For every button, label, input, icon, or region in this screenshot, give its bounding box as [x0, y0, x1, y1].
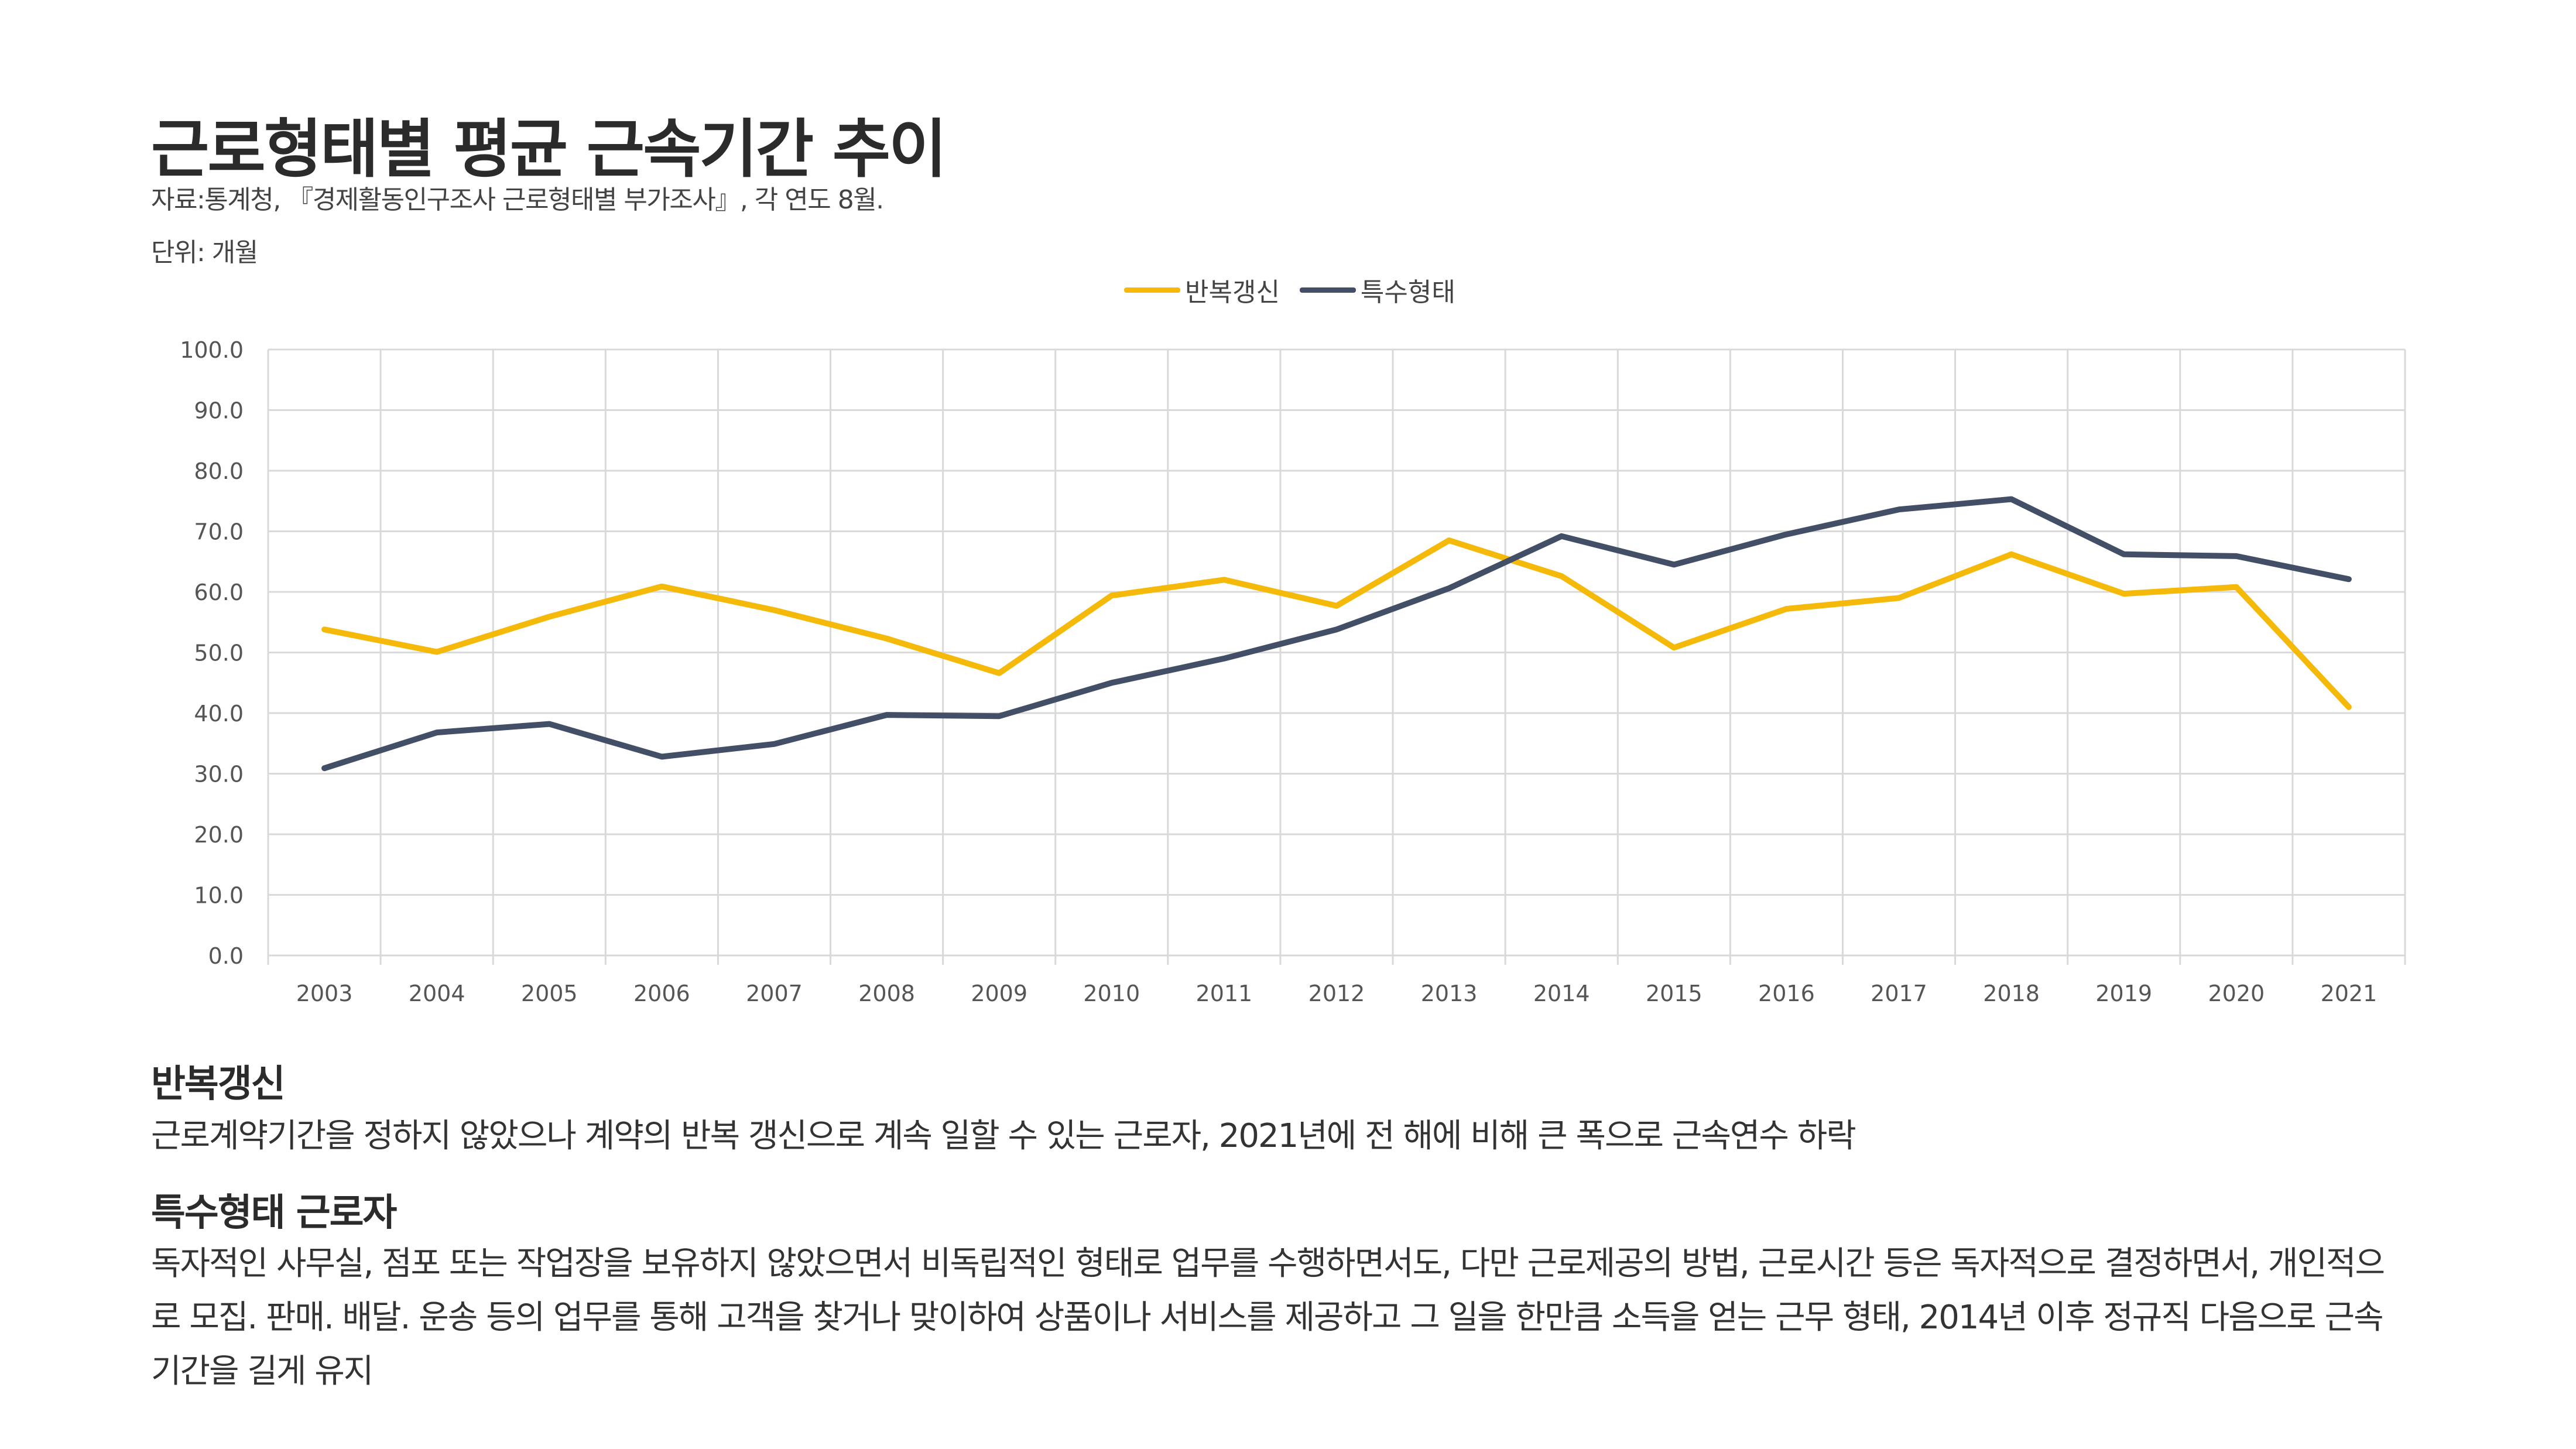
legend-item-series-1: 반복갱신 — [1124, 271, 1280, 309]
section-body-special-type: 독자적인 사무실, 점포 또는 작업장을 보유하지 않았으면서 비독립적인 형태… — [151, 1245, 2385, 1390]
legend-label-series-1: 반복갱신 — [1185, 278, 1280, 307]
series-line-2 — [321, 496, 2352, 772]
x-tick-label: 2007 — [746, 981, 803, 1006]
x-tick-label: 2021 — [2321, 981, 2378, 1006]
x-tick-label: 2010 — [1083, 981, 1140, 1006]
x-tick-label: 2006 — [633, 981, 690, 1006]
section-heading-special-type: 특수형태 근로자 — [151, 1191, 397, 1235]
y-tick-label: 10.0 — [194, 883, 244, 909]
legend-item-series-2: 특수형태 — [1299, 271, 1455, 309]
x-tick-label: 2013 — [1421, 981, 1478, 1006]
y-tick-label: 20.0 — [194, 822, 244, 848]
x-tick-label: 2004 — [409, 981, 465, 1006]
legend-label-series-2: 특수형태 — [1360, 278, 1455, 307]
x-tick-label: 2016 — [1758, 981, 1815, 1006]
legend-swatch-series-2 — [1299, 287, 1356, 293]
x-tick-label: 2009 — [971, 981, 1027, 1006]
y-tick-label: 70.0 — [194, 519, 244, 545]
x-tick-label: 2003 — [296, 981, 353, 1006]
y-tick-label: 40.0 — [194, 701, 244, 727]
section-body-repeat-renewal: 근로계약기간을 정하지 않았으나 계약의 반복 갱신으로 계속 일할 수 있는 … — [151, 1117, 1856, 1155]
chart-legend: 반복갱신 특수형태 — [1124, 272, 1475, 307]
x-tick-label: 2012 — [1308, 981, 1365, 1006]
section-heading-repeat-renewal: 반복갱신 — [151, 1063, 286, 1106]
x-tick-label: 2017 — [1871, 981, 1927, 1006]
x-tick-label: 2015 — [1646, 981, 1703, 1006]
legend-swatch-series-1 — [1124, 287, 1180, 293]
source-note: 자료:통계청, 『경제활동인구조사 근로형태별 부가조사』, 각 연도 8월. — [151, 185, 884, 215]
x-tick-label: 2014 — [1533, 981, 1590, 1006]
unit-note: 단위: 개월 — [151, 238, 258, 268]
y-tick-label: 80.0 — [194, 458, 244, 484]
y-tick-label: 50.0 — [194, 640, 244, 666]
page-title: 근로형태별 평균 근속기간 추이 — [151, 113, 947, 186]
y-tick-label: 0.0 — [208, 943, 244, 969]
x-tick-label: 2020 — [2208, 981, 2265, 1006]
x-tick-label: 2011 — [1196, 981, 1253, 1006]
y-tick-label: 90.0 — [194, 398, 244, 424]
y-tick-label: 60.0 — [194, 580, 244, 605]
line-chart: 0.0 10.0 20.0 30.0 40.0 50.0 60.0 70.0 80.0 90.0 1… — [180, 337, 2406, 1006]
x-tick-label: 2018 — [1983, 981, 2040, 1006]
x-tick-label: 2008 — [858, 981, 915, 1006]
x-tick-label: 2005 — [521, 981, 578, 1006]
x-tick-label: 2019 — [2095, 981, 2152, 1006]
y-tick-label: 30.0 — [194, 762, 244, 787]
series-line-1 — [321, 537, 2352, 710]
y-tick-label: 100.0 — [180, 337, 244, 363]
